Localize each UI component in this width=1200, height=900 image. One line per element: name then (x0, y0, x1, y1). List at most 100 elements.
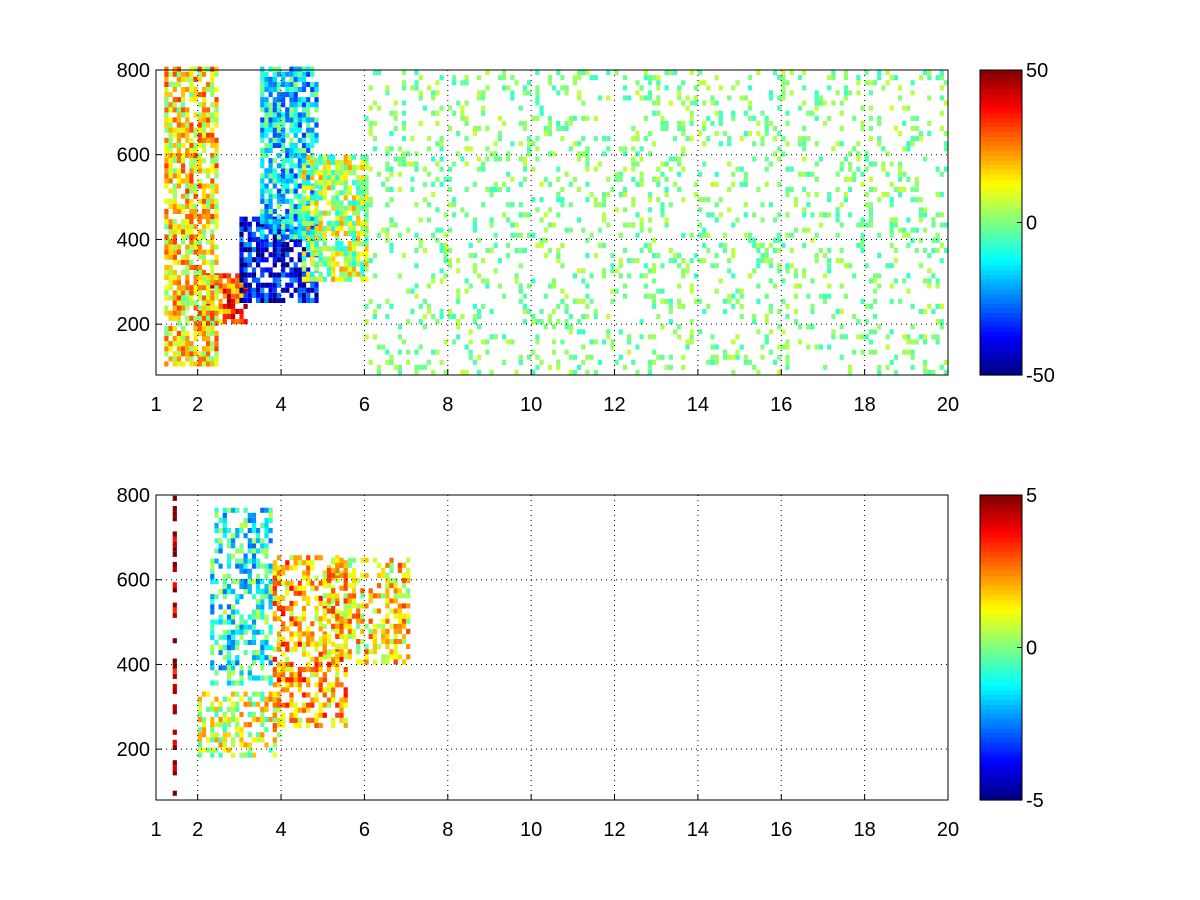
heatmap-cell (197, 742, 202, 748)
heatmap-cell (168, 254, 173, 260)
heatmap-cell (239, 319, 244, 325)
heatmap-cell (181, 97, 186, 103)
heatmap-cell (768, 349, 773, 355)
heatmap-cell (393, 623, 398, 629)
heatmap-cell (285, 590, 290, 596)
heatmap-cell (260, 292, 265, 298)
heatmap-cell (176, 81, 181, 87)
heatmap-cell (902, 171, 907, 177)
heatmap-cell (322, 639, 327, 645)
heatmap-cell (356, 608, 361, 614)
heatmap-cell (893, 125, 898, 131)
heatmap-cell (189, 214, 194, 220)
heatmap-cell (176, 158, 181, 164)
heatmap-cell (172, 536, 177, 542)
heatmap-cell (622, 186, 628, 192)
x-tick-label: 16 (770, 819, 792, 841)
heatmap-cell (189, 71, 194, 77)
heatmap-cell (514, 232, 519, 238)
heatmap-cell (472, 217, 477, 223)
heatmap-cell (251, 650, 257, 656)
heatmap-cell (231, 665, 236, 671)
heatmap-cell (314, 722, 319, 728)
heatmap-cell (272, 127, 277, 133)
heatmap-cell (418, 237, 423, 243)
heatmap-cell (318, 651, 323, 657)
heatmap-cell (247, 548, 252, 554)
heatmap-cell (472, 227, 477, 233)
heatmap-cell (314, 555, 319, 561)
heatmap-cell (276, 631, 282, 637)
heatmap-cell (385, 578, 390, 584)
heatmap-cell (885, 70, 890, 76)
heatmap-cell (256, 297, 261, 303)
heatmap-cell (514, 80, 519, 86)
heatmap-cell (289, 214, 294, 220)
heatmap-cell (689, 100, 694, 106)
heatmap-cell (185, 86, 190, 92)
heatmap-cell (247, 696, 252, 702)
heatmap-cell (181, 122, 186, 128)
heatmap-cell (385, 603, 390, 609)
heatmap-cell (389, 578, 394, 584)
heatmap-cell (285, 272, 290, 278)
heatmap-cell (506, 151, 511, 157)
heatmap-cell (226, 629, 232, 635)
heatmap-cell (477, 95, 482, 101)
heatmap-cell (835, 207, 840, 213)
heatmap-cell (593, 253, 598, 259)
heatmap-cell (560, 263, 565, 269)
heatmap-cell (893, 186, 898, 192)
heatmap-cell (822, 253, 828, 259)
heatmap-cell (256, 701, 261, 707)
heatmap-cell (376, 369, 382, 375)
heatmap-cell (693, 85, 698, 91)
heatmap-cell (385, 588, 390, 594)
heatmap-cell (672, 70, 678, 76)
heatmap-cell (210, 594, 215, 600)
heatmap-cell (343, 246, 348, 252)
heatmap-cell (827, 192, 832, 198)
heatmap-cell (272, 247, 277, 253)
heatmap-cell (226, 604, 232, 610)
heatmap-cell (426, 85, 432, 91)
colorbar-segment (980, 222, 1022, 228)
heatmap-cell (297, 102, 302, 108)
heatmap-cell (164, 234, 169, 240)
heatmap-cell (518, 141, 523, 147)
heatmap-cell (289, 717, 294, 723)
colorbar-segment (980, 370, 1022, 376)
heatmap-cell (268, 696, 273, 702)
heatmap-cell (401, 156, 407, 162)
heatmap-cell (306, 147, 311, 153)
heatmap-cell (210, 269, 215, 275)
heatmap-cell (193, 275, 198, 281)
heatmap-cell (797, 324, 803, 330)
heatmap-cell (189, 249, 194, 255)
heatmap-cell (489, 247, 494, 253)
heatmap-cell (297, 297, 302, 303)
heatmap-cell (306, 297, 311, 303)
heatmap-cell (822, 273, 828, 279)
heatmap-cell (722, 298, 728, 304)
heatmap-cell (581, 151, 586, 157)
heatmap-cell (547, 115, 552, 121)
heatmap-cell (789, 186, 794, 192)
heatmap-cell (772, 136, 778, 142)
heatmap-cell (281, 267, 286, 273)
heatmap-cell (276, 277, 282, 283)
heatmap-cell (197, 153, 202, 159)
heatmap-cell (310, 159, 315, 165)
heatmap-cell (322, 195, 327, 201)
heatmap-cell (201, 188, 207, 194)
heatmap-cell (364, 185, 369, 191)
heatmap-cell (677, 186, 682, 192)
heatmap-cell (522, 303, 527, 309)
heatmap-cell (272, 580, 277, 586)
heatmap-cell (239, 594, 244, 600)
heatmap-cell (885, 263, 890, 269)
heatmap-cell (577, 70, 582, 76)
heatmap-cell (214, 142, 219, 148)
heatmap-cell (285, 158, 290, 164)
heatmap-cell (393, 583, 398, 589)
